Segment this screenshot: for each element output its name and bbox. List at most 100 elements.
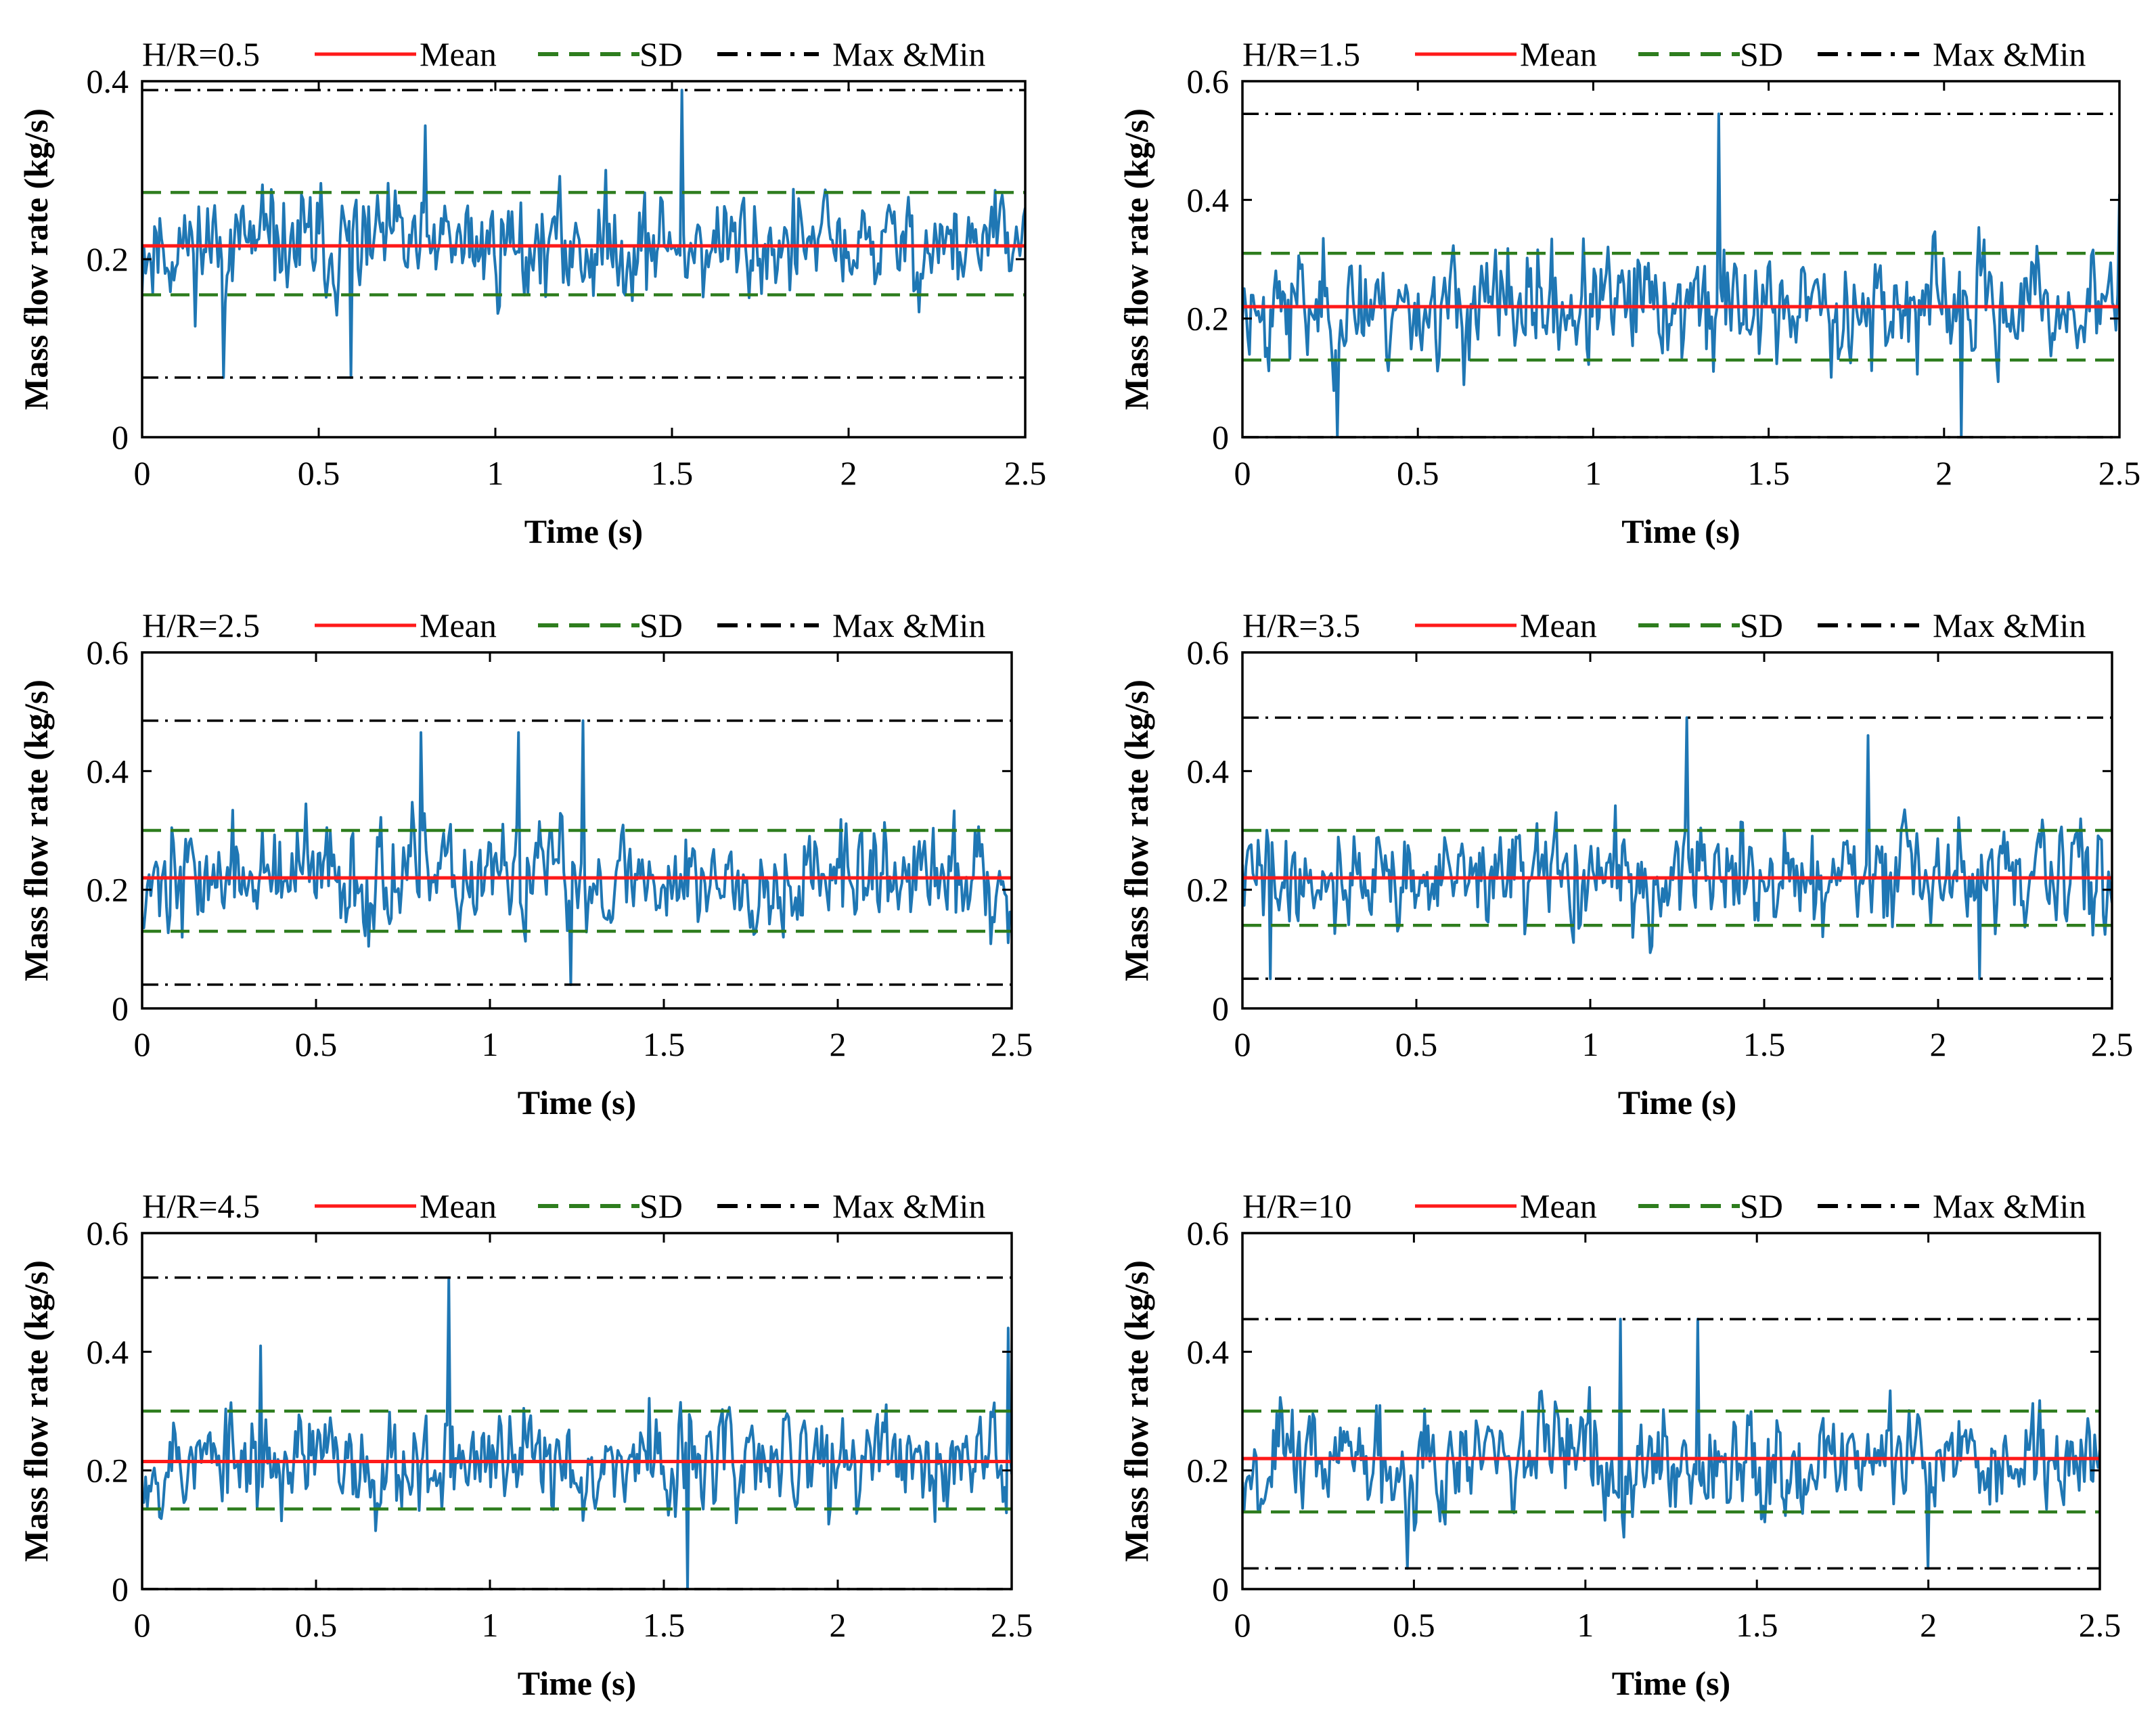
legend-maxmin-label: Max &Min bbox=[832, 1187, 985, 1225]
x-tick-label: 2 bbox=[1920, 1606, 1937, 1644]
x-axis-title: Time (s) bbox=[518, 1664, 636, 1702]
y-tick-label: 0.6 bbox=[1187, 633, 1230, 671]
y-tick-label: 0.2 bbox=[1187, 300, 1230, 338]
plot-frame bbox=[1241, 651, 2113, 1010]
x-tick-label: 1.5 bbox=[1736, 1606, 1778, 1644]
x-tick-label: 0.5 bbox=[1395, 1025, 1438, 1063]
y-tick-label: 0 bbox=[112, 418, 129, 456]
series-line-mass-flow bbox=[142, 719, 1012, 986]
x-tick-label: 1.5 bbox=[643, 1025, 686, 1063]
plot-frame bbox=[1241, 80, 2121, 439]
chart-panel-2: 0 0.5 1 1.5 2 2.5 0 0.2 0.4 0.6 Time (s) Mass flow … bbox=[1117, 35, 2140, 550]
chart-panel-5: 0 0.5 1 1.5 2 2.5 0 0.2 0.4 0.6 Time (s) Mass flow … bbox=[17, 1187, 1033, 1702]
x-tick-label: 1 bbox=[1577, 1606, 1594, 1644]
x-axis-title: Time (s) bbox=[1621, 512, 1740, 550]
panel-label: H/R=4.5 bbox=[142, 1187, 260, 1225]
x-tick-label: 2 bbox=[830, 1606, 847, 1644]
x-tick-label: 1.5 bbox=[651, 454, 694, 492]
panel-label: H/R=3.5 bbox=[1242, 606, 1360, 644]
y-tick-label: 0.4 bbox=[1187, 752, 1230, 790]
x-tick-label: 0 bbox=[134, 1606, 151, 1644]
y-tick-label: 0 bbox=[1212, 1570, 1229, 1608]
x-tick-label: 1 bbox=[482, 1025, 499, 1063]
x-tick-label: 0.5 bbox=[298, 454, 340, 492]
legend-maxmin-label: Max &Min bbox=[1933, 1187, 2086, 1225]
y-tick-label: 0.2 bbox=[87, 1452, 129, 1490]
x-tick-label: 0.5 bbox=[295, 1025, 338, 1063]
y-tick-label: 0.4 bbox=[87, 62, 129, 100]
legend-maxmin-label: Max &Min bbox=[1933, 606, 2086, 644]
x-axis-title: Time (s) bbox=[518, 1084, 636, 1121]
chart-panel-4: 0 0.5 1 1.5 2 2.5 0 0.2 0.4 0.6 Time (s) Mass flow … bbox=[1117, 606, 2133, 1121]
y-axis-title: Mass flow rate (kg/s) bbox=[17, 1260, 55, 1562]
y-tick-label: 0.6 bbox=[87, 633, 129, 671]
x-tick-label: 2.5 bbox=[2098, 454, 2141, 492]
plot-frame bbox=[1241, 1232, 2101, 1590]
series-line-mass-flow bbox=[1242, 716, 2112, 981]
legend-mean-label: Mean bbox=[1520, 35, 1597, 73]
series-line-mass-flow bbox=[1242, 1318, 2100, 1570]
x-tick-label: 0.5 bbox=[295, 1606, 338, 1644]
x-axis-title: Time (s) bbox=[1618, 1084, 1736, 1121]
y-tick-label: 0.6 bbox=[1187, 62, 1230, 100]
chart-panel-1: 0 0.5 1 1.5 2 2.5 0 0.2 0.4 Time (s) Mass flow rat… bbox=[17, 35, 1046, 550]
y-tick-label: 0.2 bbox=[1187, 1452, 1230, 1490]
legend-maxmin-label: Max &Min bbox=[832, 606, 985, 644]
legend-sd-label: SD bbox=[1740, 35, 1783, 73]
x-tick-label: 0 bbox=[134, 454, 151, 492]
chart-panel-6: 0 0.5 1 1.5 2 2.5 0 0.2 0.4 0.6 Time (s) Mass flow … bbox=[1117, 1187, 2121, 1702]
y-tick-label: 0.6 bbox=[1187, 1214, 1230, 1252]
y-tick-label: 0.4 bbox=[1187, 1333, 1230, 1370]
x-tick-label: 0 bbox=[1234, 454, 1251, 492]
plot-frame bbox=[141, 1232, 1013, 1590]
y-axis-title: Mass flow rate (kg/s) bbox=[17, 679, 55, 981]
x-tick-label: 2.5 bbox=[2079, 1606, 2121, 1644]
y-tick-label: 0.2 bbox=[87, 240, 129, 278]
x-tick-label: 1 bbox=[487, 454, 504, 492]
legend-maxmin-label: Max &Min bbox=[832, 35, 985, 73]
panel-label: H/R=0.5 bbox=[142, 35, 260, 73]
x-tick-label: 2 bbox=[840, 454, 857, 492]
x-tick-label: 2 bbox=[830, 1025, 847, 1063]
panel-label: H/R=10 bbox=[1242, 1187, 1352, 1225]
y-tick-label: 0.4 bbox=[1187, 181, 1230, 219]
legend-mean-label: Mean bbox=[1520, 1187, 1597, 1225]
x-tick-label: 1 bbox=[1582, 1025, 1599, 1063]
legend-mean-label: Mean bbox=[420, 35, 497, 73]
x-tick-label: 1.5 bbox=[1743, 1025, 1786, 1063]
legend-sd-label: SD bbox=[639, 35, 683, 73]
x-tick-label: 2 bbox=[1935, 454, 1952, 492]
legend-sd-label: SD bbox=[1740, 1187, 1783, 1225]
x-tick-label: 1.5 bbox=[1747, 454, 1790, 492]
x-tick-label: 0.5 bbox=[1397, 454, 1439, 492]
y-tick-label: 0.2 bbox=[1187, 871, 1230, 909]
panel-label: H/R=1.5 bbox=[1242, 35, 1360, 73]
y-axis-title: Mass flow rate (kg/s) bbox=[1117, 679, 1155, 981]
x-tick-label: 0 bbox=[134, 1025, 151, 1063]
y-axis-title: Mass flow rate (kg/s) bbox=[1117, 108, 1155, 410]
legend-mean-label: Mean bbox=[420, 1187, 497, 1225]
x-tick-label: 0.5 bbox=[1393, 1606, 1435, 1644]
y-tick-label: 0 bbox=[112, 989, 129, 1027]
y-tick-label: 0 bbox=[1212, 418, 1229, 456]
x-tick-label: 1.5 bbox=[643, 1606, 686, 1644]
y-axis-title: Mass flow rate (kg/s) bbox=[17, 108, 55, 410]
x-tick-label: 0 bbox=[1234, 1606, 1251, 1644]
series-line-mass-flow bbox=[142, 89, 1025, 379]
x-tick-label: 1 bbox=[482, 1606, 499, 1644]
x-tick-label: 2.5 bbox=[991, 1025, 1033, 1063]
y-tick-label: 0 bbox=[112, 1570, 129, 1608]
y-axis-title: Mass flow rate (kg/s) bbox=[1117, 1260, 1155, 1562]
y-tick-label: 0.4 bbox=[87, 752, 129, 790]
y-tick-label: 0.2 bbox=[87, 871, 129, 909]
series-line-mass-flow bbox=[1242, 112, 2119, 437]
x-tick-label: 2 bbox=[1930, 1025, 1947, 1063]
x-tick-label: 2.5 bbox=[2091, 1025, 2134, 1063]
x-axis-title: Time (s) bbox=[1612, 1664, 1730, 1702]
legend-sd-label: SD bbox=[1740, 606, 1783, 644]
x-axis-title: Time (s) bbox=[524, 512, 643, 550]
y-tick-label: 0 bbox=[1212, 989, 1229, 1027]
x-tick-label: 2.5 bbox=[1004, 454, 1047, 492]
y-tick-label: 0.4 bbox=[87, 1333, 129, 1370]
